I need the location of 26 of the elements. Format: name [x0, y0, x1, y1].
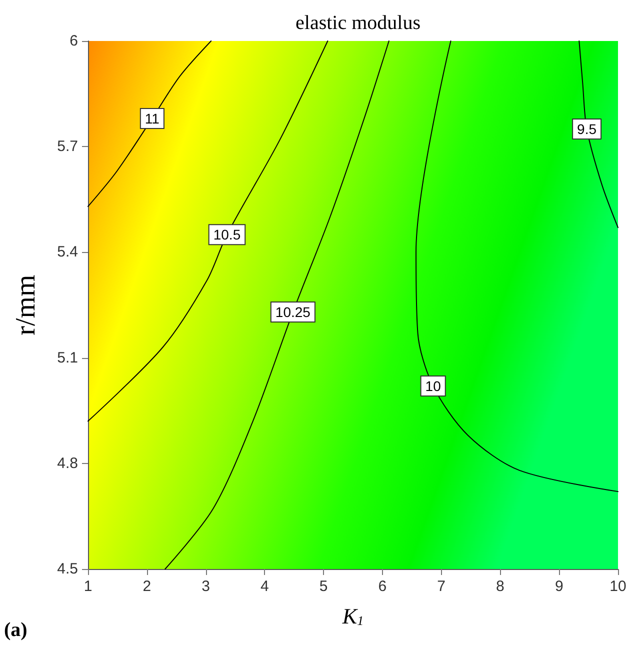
x-tick-label: 3 [202, 578, 210, 595]
x-tick-label: 8 [496, 578, 504, 595]
y-axis-title: r/mm [10, 274, 42, 336]
y-tick-label: 5.7 [57, 138, 78, 156]
x-tick-label: 4 [260, 578, 269, 595]
text: (a) [4, 619, 28, 641]
x-tick-label: 5 [319, 578, 328, 595]
x-tick-label: 10 [610, 578, 626, 595]
y-tick-label: 6 [70, 32, 78, 50]
y-tick-label: 4.5 [57, 560, 78, 578]
x-tick-label: 9 [554, 578, 564, 595]
x-tick-label: 6 [378, 578, 387, 595]
series-label: 11 [144, 110, 160, 126]
series-label: 10 [425, 378, 442, 394]
line-series [88, 40, 328, 422]
x-tick-label: 2 [142, 578, 152, 595]
line-series [164, 40, 390, 570]
x-tick-label: 1 [84, 578, 92, 595]
x-axis-title: K1 [341, 604, 364, 628]
y-tick-label: 5.1 [57, 349, 78, 366]
line-series [416, 40, 618, 492]
y-tick-label: 4.8 [57, 454, 78, 472]
line-series [88, 40, 212, 207]
y-tick-label: 5.4 [57, 244, 78, 261]
chart-title: elastic modulus [296, 12, 421, 34]
x-tick-label: 7 [437, 578, 446, 595]
